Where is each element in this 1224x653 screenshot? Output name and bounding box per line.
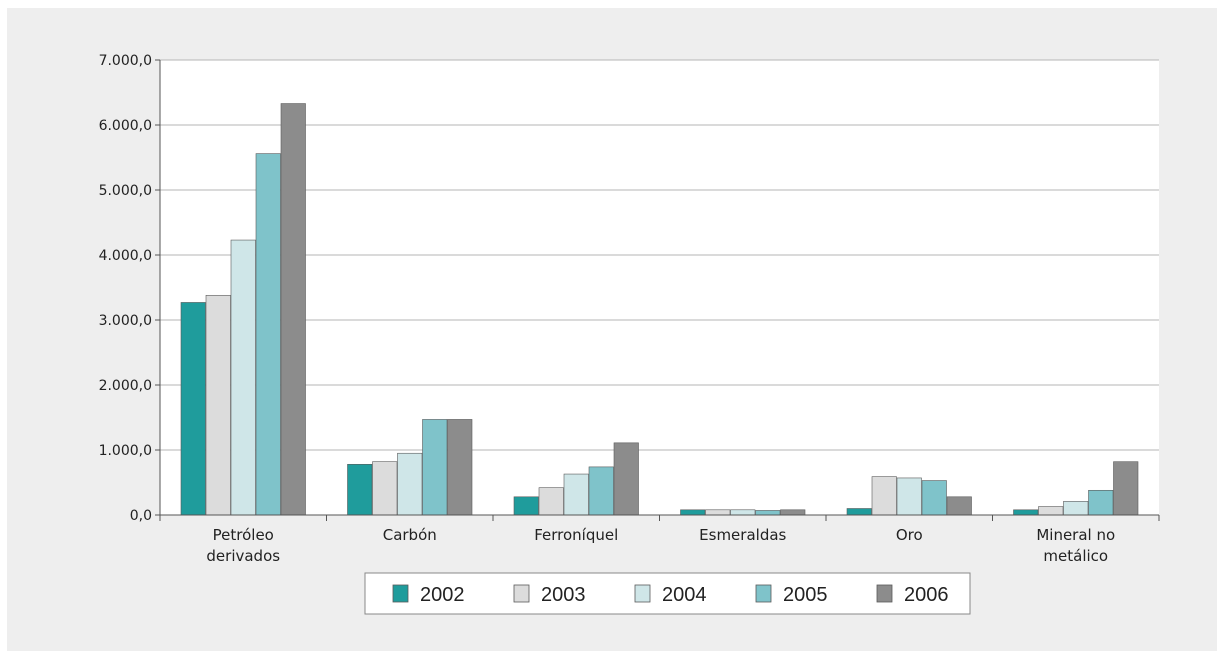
y-tick-label: 4.000,0 [99, 248, 152, 264]
bar-2006-1 [447, 419, 473, 516]
bar-2004-2 [563, 473, 589, 516]
bar-2005-1 [422, 419, 448, 516]
y-tick-label: 3.000,0 [99, 313, 152, 329]
legend-swatch-2002 [392, 584, 409, 603]
legend-swatch-2005 [755, 584, 772, 603]
bar-2004-3 [730, 509, 756, 516]
bar-2002-3 [680, 509, 706, 516]
bar-2006-2 [613, 442, 639, 516]
legend-box [364, 572, 971, 615]
y-tick-label: 7.000,0 [99, 53, 152, 69]
y-tick-label: 5.000,0 [99, 183, 152, 199]
bar-2002-0 [180, 302, 206, 516]
legend-label-2003: 2003 [541, 584, 586, 606]
bar-2005-3 [755, 510, 781, 516]
bar-chart: 0,0 1.000,0 2.000,0 3.000,0 4.000,0 5.000,0 6.… [99, 53, 1160, 615]
x-category-label: Petróleo derivados [206, 526, 280, 565]
bar-2003-3 [705, 509, 731, 516]
bar-2006-5 [1113, 461, 1139, 516]
x-category-label: Mineral no metálico [1036, 526, 1115, 565]
bar-2003-1 [372, 461, 398, 516]
bar-2003-5 [1038, 506, 1064, 516]
bar-2004-1 [397, 452, 423, 516]
bar-2005-0 [255, 153, 281, 516]
bar-2002-5 [1013, 509, 1039, 516]
y-tick-label: 2.000,0 [99, 378, 152, 394]
bar-2002-4 [846, 508, 872, 516]
gridlines [160, 59, 1159, 515]
y-tick-label: 0,0 [130, 508, 152, 524]
bar-2005-4 [921, 480, 947, 516]
legend-label-2002: 2002 [420, 584, 465, 606]
bar-2003-2 [538, 487, 564, 516]
bar-2002-2 [513, 496, 539, 516]
legend-label-2006: 2006 [904, 584, 949, 606]
bar-2003-4 [871, 476, 897, 516]
legend-swatch-2003 [513, 584, 530, 603]
x-category-label: Oro [896, 526, 923, 544]
bar-2003-0 [205, 294, 231, 516]
axes [159, 60, 1160, 521]
bar-2006-4 [946, 496, 972, 516]
bar-2006-3 [780, 509, 806, 516]
legend-label-2004: 2004 [662, 584, 707, 606]
bar-2006-0 [280, 103, 306, 516]
bar-2005-5 [1088, 489, 1114, 516]
x-category-label: Ferroníquel [534, 526, 618, 544]
chart-panel: 0,0 1.000,0 2.000,0 3.000,0 4.000,0 5.000,0 6.… [7, 8, 1217, 651]
x-axis-labels: Petróleo derivados Carbón Ferroníquel Esmera… [206, 526, 1115, 565]
bar-2004-0 [230, 239, 256, 516]
legend-label-2005: 2005 [783, 584, 828, 606]
x-category-label: Carbón [383, 526, 437, 544]
bar-2004-4 [896, 477, 922, 516]
legend-swatch-2006 [876, 584, 893, 603]
x-category-label: Esmeraldas [699, 526, 786, 544]
bars [180, 103, 1139, 516]
y-tick-label: 6.000,0 [99, 118, 152, 134]
bar-2004-5 [1063, 501, 1089, 516]
legend: 2002 2003 2004 2005 2006 [364, 572, 971, 615]
bar-2002-1 [347, 463, 373, 516]
legend-swatch-2004 [634, 584, 651, 603]
plot-area [160, 60, 1159, 515]
bar-2005-2 [588, 466, 614, 516]
y-axis-ticks: 0,0 1.000,0 2.000,0 3.000,0 4.000,0 5.000,0 6.… [99, 53, 160, 524]
y-tick-label: 1.000,0 [99, 443, 152, 459]
